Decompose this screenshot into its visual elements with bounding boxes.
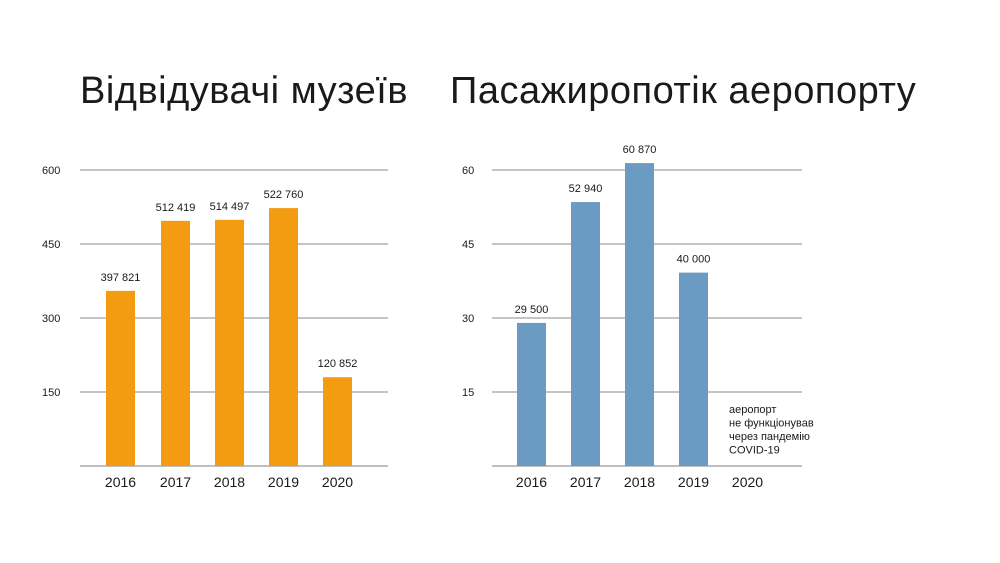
museum-x-tick-label-2017: 2017 <box>160 474 191 490</box>
airport-annotation-line: не функціонував <box>729 418 814 430</box>
airport-data-label-2019: 40 000 <box>677 254 711 266</box>
airport-x-tick-label-2017: 2017 <box>570 474 601 490</box>
airport-y-tick-label: 15 <box>462 387 474 399</box>
airport-y-tick-label: 30 <box>462 313 474 325</box>
museum-y-tick-label: 300 <box>42 313 60 325</box>
museum-x-tick-label-2016: 2016 <box>105 474 136 490</box>
museum-data-label-2019: 522 760 <box>264 189 304 201</box>
museum-bar-2017 <box>161 220 190 466</box>
museum-bar-2016 <box>106 290 135 466</box>
airport-annotation-line: через пандемію <box>729 431 810 443</box>
airport-bar-2018 <box>625 163 654 467</box>
museum-y-tick-label: 450 <box>42 239 60 251</box>
airport-data-label-2018: 60 870 <box>623 144 657 156</box>
airport-y-tick-label: 45 <box>462 239 474 251</box>
airport-bar-2019 <box>679 272 708 466</box>
airport-x-tick-label-2019: 2019 <box>678 474 709 490</box>
museum-bar-2018 <box>215 219 244 466</box>
airport-bar-2017 <box>571 202 600 467</box>
museum-x-tick-label-2020: 2020 <box>322 474 353 490</box>
airport-x-tick-label-2018: 2018 <box>624 474 655 490</box>
museum-x-tick-label-2019: 2019 <box>268 474 299 490</box>
museum-data-label-2017: 512 419 <box>156 202 196 214</box>
museum-bar-2020 <box>323 377 352 466</box>
airport-bar-2016 <box>517 322 546 466</box>
airport-data-label-2017: 52 940 <box>569 183 603 195</box>
airport-data-label-2016: 29 500 <box>515 304 549 316</box>
museum-data-label-2018: 514 497 <box>210 201 250 213</box>
airport-x-tick-label-2020: 2020 <box>732 474 763 490</box>
museum-data-label-2016: 397 821 <box>101 272 141 284</box>
airport-x-tick-label-2016: 2016 <box>516 474 547 490</box>
airport-annotation-line: аеропорт <box>729 404 776 416</box>
museum-bar-2019 <box>269 208 298 466</box>
museum-y-tick-label: 600 <box>42 165 60 177</box>
museum-y-tick-label: 150 <box>42 387 60 399</box>
airport-y-tick-label: 60 <box>462 165 474 177</box>
chart-title-airport-passengers: Пасажиропотік аеропорту <box>450 70 917 112</box>
airport-annotation-line: COVID-19 <box>729 445 780 457</box>
chart-title-museum-visitors: Відвідувачі музеїв <box>80 70 409 112</box>
museum-x-tick-label-2018: 2018 <box>214 474 245 490</box>
museum-data-label-2020: 120 852 <box>318 358 358 370</box>
